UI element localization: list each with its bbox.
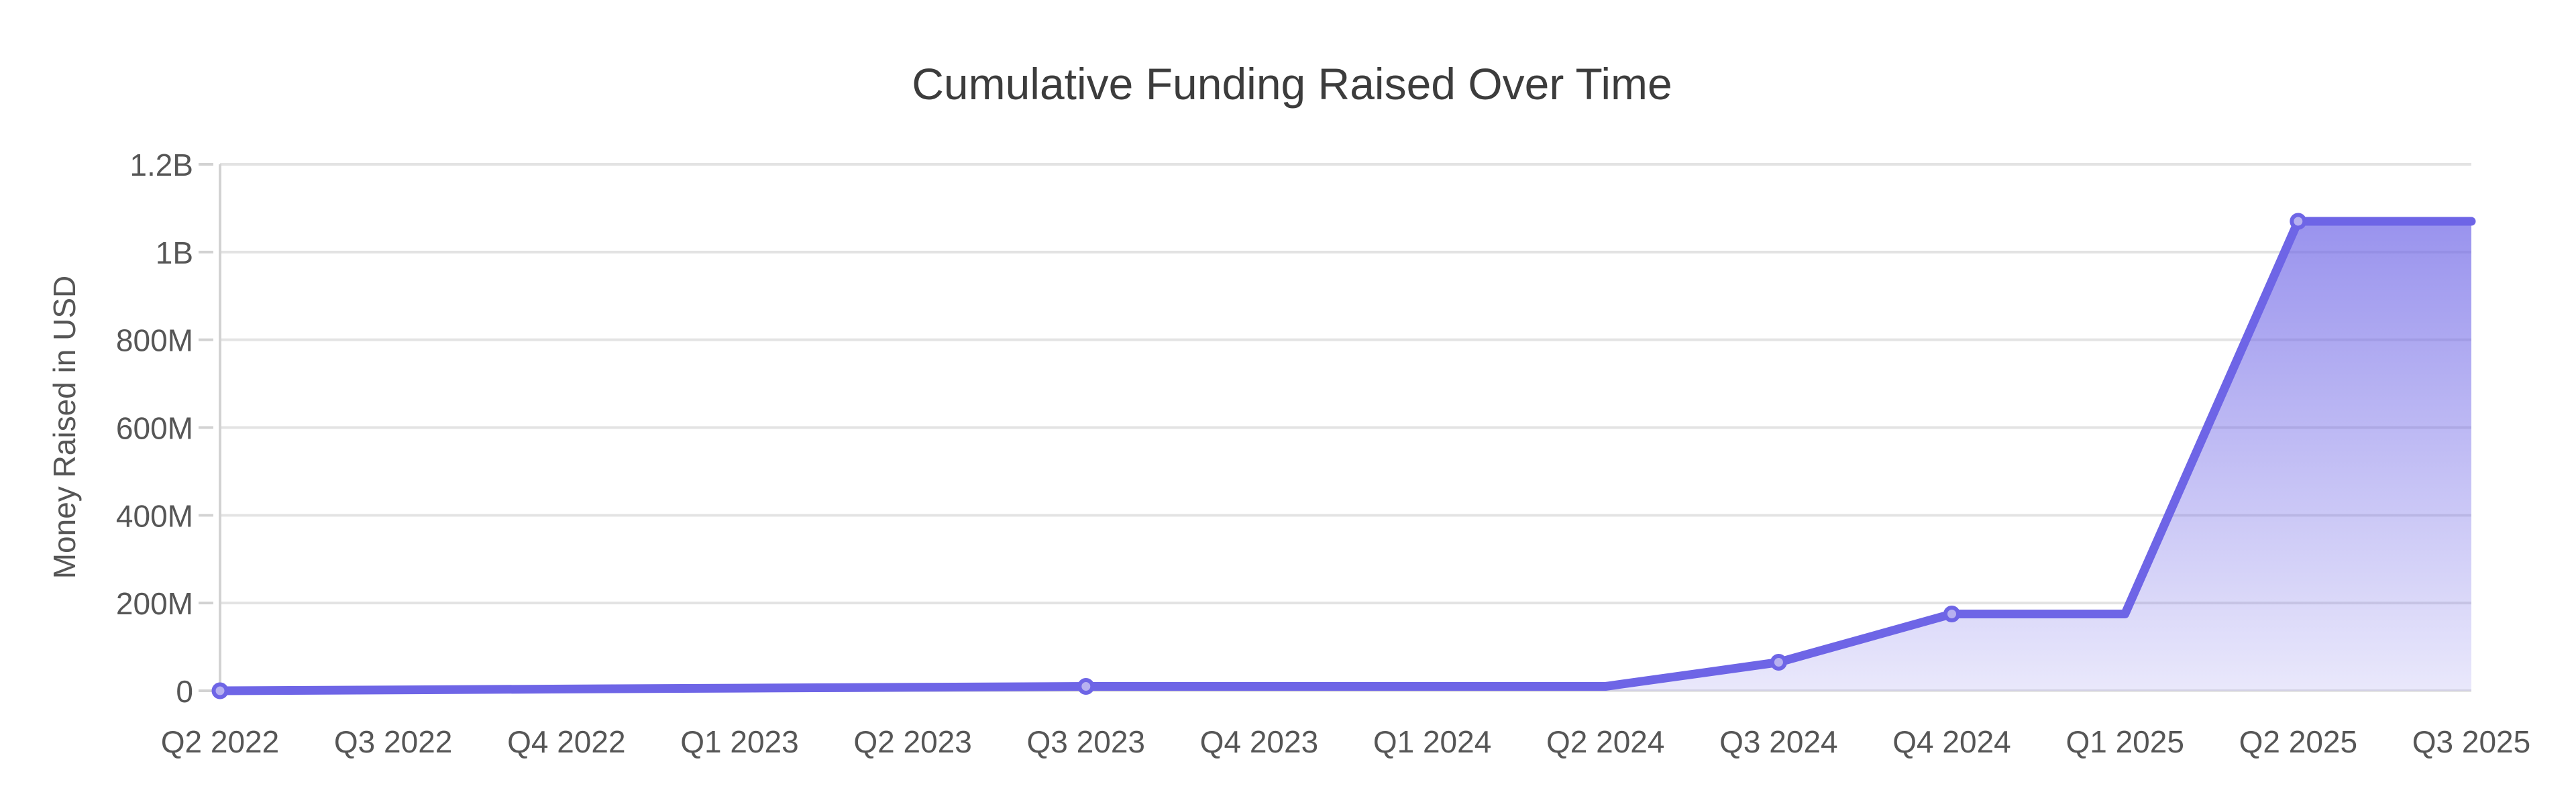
x-tick-label: Q4 2024 [1892,724,2010,759]
x-tick-label: Q4 2023 [1200,724,1318,759]
data-point[interactable] [1943,606,1960,622]
y-tick-label: 1.2B [129,148,193,182]
x-tick-label: Q2 2025 [2239,724,2357,759]
y-tick-label: 0 [176,674,193,709]
y-axis-title: Money Raised in USD [47,276,82,579]
x-tick-label: Q4 2022 [507,724,625,759]
y-tick-label: 800M [116,323,193,358]
x-tick-label: Q3 2022 [334,724,452,759]
x-tick-label: Q1 2023 [680,724,798,759]
y-tick-label: 1B [156,235,193,270]
x-tick-labels: Q2 2022 Q3 2022 Q4 2022 Q1 2023 Q2 2023 Q3 20… [161,724,2530,759]
y-tick-label: 400M [116,498,193,533]
data-point[interactable] [211,682,229,699]
x-tick-label: Q3 2024 [1719,724,1837,759]
x-tick-label: Q3 2023 [1027,724,1145,759]
x-tick-label: Q2 2022 [161,724,279,759]
line-path [215,217,2476,695]
x-tick-label: Q2 2024 [1546,724,1664,759]
data-point[interactable] [1770,654,1787,671]
y-tick-label: 600M [116,411,193,446]
funding-line [215,217,2476,695]
x-tick-label: Q1 2025 [2065,724,2184,759]
data-point[interactable] [2290,213,2307,230]
axis-lines [199,163,221,692]
area-fill [220,221,2471,691]
data-point-markers [211,213,2307,699]
y-tick-labels: 0 200M 400M 600M 800M 1B 1.2B [116,148,193,709]
x-tick-label: Q1 2024 [1373,724,1491,759]
x-tick-label: Q2 2023 [853,724,971,759]
area-path [220,221,2471,691]
gridlines [220,163,2471,692]
y-tick-label: 200M [116,586,193,621]
data-point[interactable] [1077,678,1095,695]
chart-title: Cumulative Funding Raised Over Time [912,59,1672,109]
x-tick-label: Q3 2025 [2412,724,2530,759]
